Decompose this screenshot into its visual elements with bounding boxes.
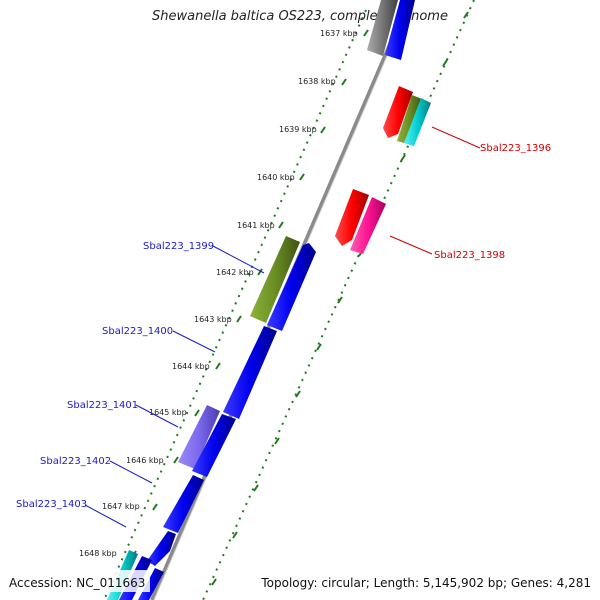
tick-label: 1639 kbp (279, 125, 317, 134)
feature-cyan[interactable] (404, 98, 431, 146)
leader-1400 (172, 330, 216, 353)
feature-blue[interactable] (385, 0, 415, 60)
feature-blue[interactable] (223, 326, 277, 419)
feature-sbal223-1396b[interactable] (335, 189, 369, 246)
tick-1641 (278, 221, 284, 229)
feature-olive[interactable] (397, 95, 422, 143)
map-title: Shewanella baltica OS223, complete genom… (152, 9, 448, 24)
leader-1402 (109, 460, 153, 484)
tick-1639 (320, 126, 326, 134)
feature-sbal223-1396[interactable] (383, 86, 413, 138)
tick-1647 (152, 503, 158, 511)
ruler-inner (103, 9, 367, 600)
feature-blue[interactable] (267, 243, 316, 331)
tick-label: 1640 kbp (257, 173, 295, 182)
leader-lines (84, 126, 481, 528)
tick-1640 (299, 173, 305, 181)
feature-sbal223-1401[interactable] (178, 405, 220, 469)
tick-1646 (173, 456, 179, 464)
tick-label: 1646 kbp (126, 456, 164, 465)
feature-sbal223-1398[interactable] (350, 197, 386, 254)
gene-label-1400[interactable]: Sbal223_1400 (102, 326, 173, 337)
feature-grey[interactable] (367, 0, 398, 56)
gene-label-1398[interactable]: Sbal223_1398 (434, 250, 505, 261)
leader-1399 (212, 245, 265, 274)
tick-1643 (236, 315, 242, 323)
tick-label: 1644 kbp (172, 362, 210, 371)
gene-label-1402[interactable]: Sbal223_1402 (40, 456, 111, 467)
ruler-outer (202, 0, 475, 600)
gene-label-1403[interactable]: Sbal223_1403 (16, 499, 87, 510)
leader-1398 (389, 235, 433, 255)
tick-1638 (341, 78, 347, 86)
gene-label-1399[interactable]: Sbal223_1399 (143, 241, 214, 252)
tick-label: 1645 kbp (149, 408, 187, 417)
tick-1642 (257, 268, 263, 276)
outer-ruler-ticks (211, 11, 469, 586)
gene-label-1396[interactable]: Sbal223_1396 (480, 143, 551, 154)
tick-label: 1641 kbp (237, 221, 275, 230)
tick-label: 1647 kbp (102, 502, 140, 511)
reverse-features (335, 86, 431, 254)
feature-blue[interactable] (147, 531, 176, 566)
accession-label: Accession: NC_011663 (9, 576, 146, 590)
leader-1396 (431, 126, 481, 149)
footer-left-backdrop (0, 570, 150, 592)
gene-label-1401[interactable]: Sbal223_1401 (67, 400, 138, 411)
tick-label: 1648 kbp (79, 549, 117, 558)
feature-blue[interactable] (192, 414, 236, 477)
tick-label: 1642 kbp (216, 268, 254, 277)
topology-label: Topology: circular; Length: 5,145,902 bp… (261, 576, 591, 590)
feature-blue[interactable] (163, 475, 204, 533)
gene-labels: Sbal223_1396 Sbal223_1398 Sbal223_1399 S… (16, 143, 551, 510)
tick-1637 (363, 29, 369, 37)
feature-sbal223-1399[interactable] (250, 236, 300, 323)
ruler-ticks (131, 29, 369, 558)
footer-right-backdrop (256, 570, 600, 592)
leader-1401 (135, 404, 179, 428)
tick-1645 (194, 409, 200, 417)
tick-labels: 1637 kbp 1638 kbp 1639 kbp 1640 kbp 1641… (79, 29, 358, 558)
tick-1644 (215, 362, 221, 370)
tick-label: 1643 kbp (194, 315, 232, 324)
tick-label: 1637 kbp (320, 29, 358, 38)
leader-1403 (84, 504, 127, 528)
tick-label: 1638 kbp (298, 77, 336, 86)
